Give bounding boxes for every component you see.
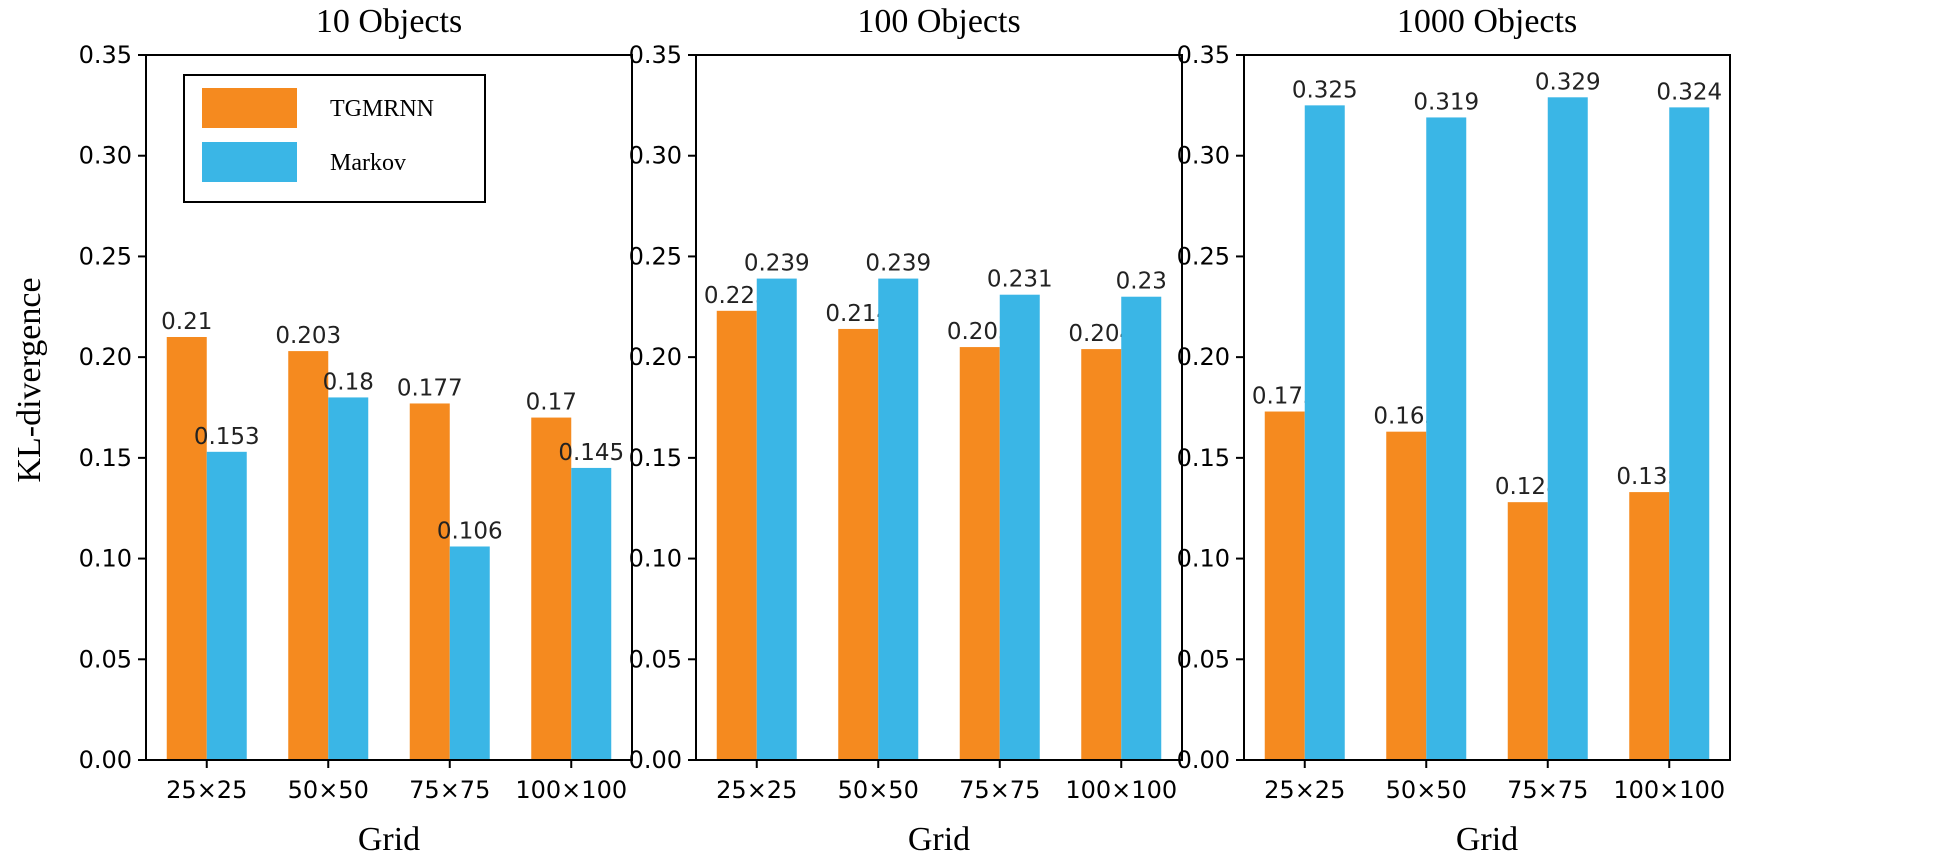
bar-markov-2	[1426, 117, 1467, 760]
x-tick-label: 50×50	[1386, 776, 1467, 804]
bar-tgmrnn-4	[1081, 349, 1122, 760]
y-tick-label: 0.20	[79, 343, 132, 371]
data-label: 0.106	[437, 518, 503, 544]
y-tick-label: 0.05	[79, 645, 132, 673]
y-tick-label: 0.00	[1177, 746, 1230, 774]
legend-label-tgmrnn: TGMRNN	[330, 96, 434, 122]
x-tick-label: 75×75	[409, 776, 490, 804]
y-tick-label: 0.20	[1177, 343, 1230, 371]
y-tick-label: 0.35	[1177, 41, 1230, 69]
legend-label-markov: Markov	[330, 150, 406, 176]
x-tick-label: 100×100	[515, 776, 627, 804]
bar-tgmrnn-2	[1386, 431, 1427, 760]
bar-tgmrnn-2	[288, 351, 329, 760]
data-label: 0.153	[194, 424, 260, 450]
bar-markov-2	[328, 397, 369, 760]
y-tick-label: 0.00	[629, 746, 682, 774]
bar-markov-3	[999, 294, 1040, 760]
data-label: 0.329	[1535, 69, 1601, 95]
data-label: 0.21	[161, 309, 212, 335]
data-label: 0.231	[987, 267, 1053, 293]
y-tick-label: 0.35	[79, 41, 132, 69]
x-tick-label: 50×50	[288, 776, 369, 804]
y-tick-label: 0.25	[1177, 242, 1230, 270]
data-label: 0.325	[1292, 77, 1358, 103]
y-tick-label: 0.05	[629, 645, 682, 673]
bar-markov-3	[449, 546, 490, 760]
x-tick-label: 25×25	[166, 776, 247, 804]
bar-markov-1	[756, 278, 797, 760]
y-tick-label: 0.20	[629, 343, 682, 371]
y-tick-label: 0.30	[629, 142, 682, 170]
data-label: 0.324	[1656, 79, 1722, 105]
x-axis-label: Grid	[358, 821, 420, 858]
bar-markov-4	[1669, 107, 1710, 760]
legend-swatch-tgmrnn	[202, 88, 297, 128]
bar-tgmrnn-2	[838, 328, 879, 760]
bar-markov-2	[878, 278, 919, 760]
x-axis-label: Grid	[1456, 821, 1518, 858]
bar-markov-3	[1547, 97, 1588, 761]
legend-swatch-markov	[202, 142, 297, 182]
x-tick-label: 75×75	[1507, 776, 1588, 804]
y-tick-label: 0.30	[79, 142, 132, 170]
bar-tgmrnn-1	[716, 310, 757, 760]
data-label: 0.177	[397, 375, 463, 401]
legend: TGMRNN Markov	[183, 74, 486, 203]
bar-tgmrnn-4	[531, 417, 572, 760]
bar-tgmrnn-4	[1629, 492, 1670, 760]
y-tick-label: 0.10	[79, 545, 132, 573]
y-tick-label: 0.10	[629, 545, 682, 573]
x-tick-label: 50×50	[838, 776, 919, 804]
bar-tgmrnn-3	[1507, 502, 1548, 760]
x-tick-label: 25×25	[1264, 776, 1345, 804]
data-label: 0.239	[744, 251, 810, 277]
bar-tgmrnn-1	[1264, 411, 1305, 760]
bar-tgmrnn-3	[959, 347, 1000, 760]
plot-frame	[695, 54, 1183, 761]
y-tick-label: 0.25	[629, 242, 682, 270]
y-tick-label: 0.10	[1177, 545, 1230, 573]
panel-title: 1000 Objects	[1397, 3, 1577, 40]
data-label: 0.239	[865, 251, 931, 277]
panels: 10 Objects 0.21 0.203 0.177 0.17 0.153 0.18 0.1…	[79, 3, 1731, 858]
data-label: 0.23	[1116, 269, 1167, 295]
x-tick-label: 75×75	[959, 776, 1040, 804]
y-tick-label: 0.00	[79, 746, 132, 774]
panel-title: 100 Objects	[857, 3, 1020, 40]
y-tick-label: 0.15	[79, 444, 132, 472]
y-tick-label: 0.05	[1177, 645, 1230, 673]
y-tick-label: 0.25	[79, 242, 132, 270]
plot-frame	[145, 54, 633, 761]
y-tick-label: 0.35	[629, 41, 682, 69]
bar-tgmrnn-3	[409, 403, 450, 760]
data-label: 0.203	[275, 323, 341, 349]
panel-title: 10 Objects	[316, 3, 462, 40]
data-label: 0.17	[526, 390, 577, 416]
bar-markov-1	[1304, 105, 1345, 761]
bar-markov-1	[206, 451, 247, 760]
data-label: 0.145	[558, 440, 624, 466]
plot-frame	[1243, 54, 1731, 761]
bar-markov-4	[571, 467, 612, 760]
x-axis-label: Grid	[908, 821, 970, 858]
y-tick-label: 0.15	[1177, 444, 1230, 472]
bar-tgmrnn-1	[166, 337, 207, 760]
x-tick-label: 100×100	[1065, 776, 1177, 804]
x-tick-label: 100×100	[1613, 776, 1725, 804]
y-tick-label: 0.30	[1177, 142, 1230, 170]
y-tick-label: 0.15	[629, 444, 682, 472]
y-axis-label: KL-divergence	[11, 277, 48, 482]
chart-panel-1: 10 Objects 0.21 0.203 0.177 0.17 0.153 0.18 0.1…	[79, 3, 633, 858]
data-label: 0.319	[1413, 89, 1479, 115]
bar-markov-4	[1121, 296, 1162, 760]
x-tick-label: 25×25	[716, 776, 797, 804]
data-label: 0.18	[323, 369, 374, 395]
